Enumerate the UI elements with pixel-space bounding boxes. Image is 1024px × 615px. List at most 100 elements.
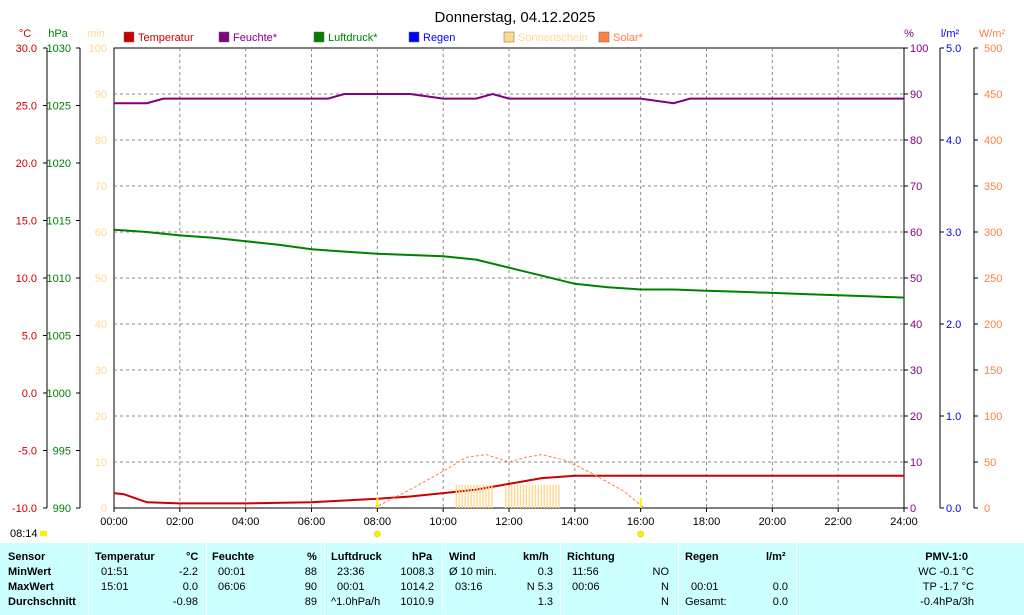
header-pmv: PMV-1:0 [925,551,968,563]
axis-unit-humidity: % [904,28,914,40]
axis-tick-label-rain: 1.0 [946,411,961,423]
axis-tick-label-humidity: 10 [910,457,922,469]
axis-tick-label-humidity: 70 [910,181,922,193]
axis-tick-label-sunshine: 80 [95,135,107,147]
max-temp-value: 0.0 [182,581,198,593]
max-wind-value: N 5.3 [526,581,553,593]
header-rain-unit: l/m² [766,551,786,563]
axis-tick-label-humidity: 30 [910,365,922,377]
axis-tick-label-temperature: 10.0 [16,273,37,285]
min-hum-value: 88 [304,566,317,578]
min-temp-time: 01:51 [101,566,129,578]
max-wind-time: 03:16 [455,581,483,593]
series-line-solar [373,454,645,509]
axis-tick-label-pressure: 1000 [47,388,71,400]
x-tick-label: 06:00 [298,516,326,528]
chart-grid [113,47,905,509]
x-tick-label: 18:00 [693,516,721,528]
avg-hum-value: 89 [304,596,317,608]
axis-tick-label-temperature: 25.0 [16,101,37,113]
axis-tick-label-sunshine: 70 [95,181,107,193]
axis-tick-label-sunshine: 10 [95,457,107,469]
chart-legend: Temperatur Feuchte* Luftdruck* Regen Sonnens… [123,31,644,44]
min-press-value: 1008.3 [400,566,434,578]
legend-swatch [598,31,610,43]
row-label-max: MaxWert [8,581,54,593]
legend-swatch [123,31,135,43]
chart-plot-area [113,92,905,538]
axis-tick-label-sunshine: 40 [95,319,107,331]
legend-swatch [503,31,515,43]
axis-tick-label-temperature: 0.0 [22,388,37,400]
max-rain-time: 00:01 [691,581,719,593]
axis-tick-label-humidity: 20 [910,411,922,423]
min-dir-value: NO [652,566,670,578]
legend-label: Luftdruck* [328,32,378,44]
axis-tick-label-pressure: 1020 [47,158,71,170]
max-hum-time: 06:06 [218,581,246,593]
axis-tick-label-humidity: 40 [910,319,922,331]
chart-title: Donnerstag, 04.12.2025 [435,9,596,26]
header-pressure: Luftdruck [331,551,382,563]
x-tick-label: 04:00 [232,516,260,528]
axis-tick-label-pressure: 995 [53,446,71,458]
axis-unit-temperature: °C [19,28,31,40]
axis-tick-label-solar: 0 [984,503,990,515]
avg-press-value: 1010.9 [400,596,434,608]
max-hum-value: 90 [304,581,317,593]
max-dir-time: 00:06 [572,581,600,593]
axis-tick-label-humidity: 90 [910,89,922,101]
axis-tick-label-rain: 5.0 [946,43,961,55]
x-tick-label: 20:00 [759,516,787,528]
row-label-avg: Durchschnitt [8,596,76,608]
axis-tick-label-humidity: 0 [910,503,916,515]
axis-tick-label-sunshine: 90 [95,89,107,101]
axis-tick-label-solar: 450 [984,89,1002,101]
axis-unit-sunshine: min [87,28,105,40]
avg-wind-value: 1.3 [537,596,553,608]
header-humidity: Feuchte [212,551,255,563]
current-time: 08:14 [10,528,38,540]
min-pmv: WC -0.1 °C [918,566,974,578]
legend-label: Feuchte* [233,32,278,44]
rain-total-value: 0.0 [772,596,788,608]
avg-press-trend: ^1.0hPa/h [331,596,381,608]
axis-tick-label-pressure: 1015 [47,216,71,228]
axis-tick-label-humidity: 50 [910,273,922,285]
min-dir-time: 11:56 [572,566,599,578]
max-temp-time: 15:01 [101,581,129,593]
axis-tick-label-pressure: 1030 [47,43,71,55]
axis-tick-label-sunshine: 60 [95,227,107,239]
header-direction: Richtung [567,551,615,563]
axis-tick-label-humidity: 80 [910,135,922,147]
axis-tick-label-pressure: 1025 [47,101,71,113]
x-tick-label: 02:00 [166,516,194,528]
row-label-min: MinWert [8,566,52,578]
axis-tick-label-solar: 150 [984,365,1002,377]
legend-label: Regen [423,32,455,44]
axis-tick-label-solar: 100 [984,411,1002,423]
max-press-time: 00:01 [337,581,365,593]
axis-tick-label-temperature: 15.0 [16,216,37,228]
axis-tick-label-solar: 500 [984,43,1002,55]
axis-unit-rain: l/m² [941,28,960,40]
min-wind-value: 0.3 [537,566,553,578]
legend-label: Solar* [613,32,644,44]
axis-tick-label-humidity: 100 [910,43,928,55]
legend-label: Temperatur [138,32,194,44]
header-temp-unit: °C [186,551,199,563]
current-time-marker [40,531,47,536]
axis-tick-label-humidity: 60 [910,227,922,239]
axis-tick-label-rain: 4.0 [946,135,961,147]
axis-tick-label-solar: 250 [984,273,1002,285]
x-tick-label: 08:00 [364,516,392,528]
axis-tick-label-solar: 400 [984,135,1002,147]
axis-tick-label-pressure: 990 [53,503,71,515]
weather-chart: Donnerstag, 04.12.2025 Temperatur Feuchte… [10,9,1006,540]
axis-unit-solar: W/m² [979,28,1006,40]
x-tick-label: 10:00 [429,516,457,528]
axis-tick-label-temperature: 5.0 [22,331,37,343]
axis-tick-label-rain: 0.0 [946,503,961,515]
sunset-marker [637,530,644,538]
series-line-feuchte [114,92,904,105]
